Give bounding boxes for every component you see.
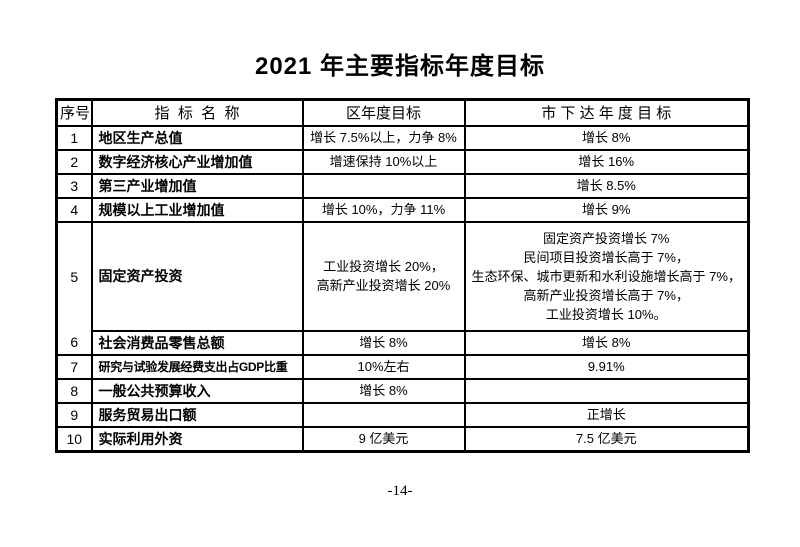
table-row: 7 研究与试验发展经费支出占GDP比重 10%左右 9.91% — [55, 353, 750, 380]
header-serial-number: 序号 — [55, 98, 93, 127]
row-serial-number: 7 — [55, 353, 93, 380]
district-target: 10%左右 — [301, 353, 466, 380]
city-assigned-target: 增长 9% — [463, 196, 750, 223]
city-assigned-target: 增长 8% — [463, 329, 750, 356]
indicator-name: 数字经济核心产业增加值 — [90, 148, 304, 175]
district-target — [301, 172, 466, 199]
indicator-name: 研究与试验发展经费支出占GDP比重 — [90, 353, 304, 380]
table-row: 9 服务贸易出口额 正增长 — [55, 401, 750, 428]
table-row: 10 实际利用外资 9 亿美元 7.5 亿美元 — [55, 425, 750, 452]
header-city-assigned-annual-target: 市 下 达 年 度 目 标 — [463, 98, 750, 127]
indicator-name: 地区生产总值 — [90, 124, 304, 151]
city-assigned-target — [463, 377, 750, 404]
indicator-name: 一般公共预算收入 — [90, 377, 304, 404]
indicator-name: 第三产业增加值 — [90, 172, 304, 199]
district-target: 增速保持 10%以上 — [301, 148, 466, 175]
header-district-annual-target: 区年度目标 — [301, 98, 466, 127]
district-target: 增长 8% — [301, 377, 466, 404]
district-target: 增长 8% — [301, 329, 466, 356]
table-row: 4 规模以上工业增加值 增长 10%，力争 11% 增长 9% — [55, 196, 750, 223]
row-serial-number: 10 — [55, 425, 93, 452]
district-target: 增长 7.5%以上，力争 8% — [301, 124, 466, 151]
table-row: 1 地区生产总值 增长 7.5%以上，力争 8% 增长 8% — [55, 124, 750, 151]
row-serial-number: 2 — [55, 148, 93, 175]
table-row: 6 社会消费品零售总额 增长 8% 增长 8% — [55, 329, 750, 356]
document-title: 2021 年主要指标年度目标 — [254, 53, 546, 80]
row-serial-number: 9 — [55, 401, 93, 428]
header-indicator-name: 指 标 名 称 — [90, 98, 304, 127]
table-row: 5 固定资产投资 工业投资增长 20%， 高新产业投资增长 20% 固定资产投资… — [55, 220, 750, 332]
row-serial-number: 8 — [55, 377, 93, 404]
table-row: 8 一般公共预算收入 增长 8% — [55, 377, 750, 404]
table-row: 3 第三产业增加值 增长 8.5% — [55, 172, 750, 199]
indicator-name: 实际利用外资 — [90, 425, 304, 452]
city-assigned-target: 固定资产投资增长 7% 民间项目投资增长高于 7%， 生态环保、城市更新和水利设… — [463, 220, 750, 332]
district-target: 9 亿美元 — [301, 425, 466, 452]
city-assigned-target: 增长 16% — [463, 148, 750, 175]
indicator-name: 社会消费品零售总额 — [90, 329, 304, 356]
city-assigned-target: 7.5 亿美元 — [463, 425, 750, 452]
indicator-name: 固定资产投资 — [90, 220, 304, 332]
row-serial-number: 5 — [55, 220, 93, 331]
city-assigned-target: 正增长 — [463, 401, 750, 428]
indicators-table: 序号 指 标 名 称 区年度目标 市 下 达 年 度 目 标 1 地区生产总值 … — [55, 98, 750, 453]
indicator-name: 服务贸易出口额 — [90, 401, 304, 428]
city-assigned-target: 增长 8% — [463, 124, 750, 151]
district-target: 工业投资增长 20%， 高新产业投资增长 20% — [301, 220, 466, 332]
row-serial-number: 6 — [55, 329, 93, 356]
page-number: -14- — [387, 483, 413, 499]
district-target — [301, 401, 466, 428]
table-row: 2 数字经济核心产业增加值 增速保持 10%以上 增长 16% — [55, 148, 750, 175]
row-serial-number: 3 — [55, 172, 93, 199]
district-target: 增长 10%，力争 11% — [301, 196, 466, 223]
row-serial-number: 1 — [55, 124, 93, 151]
city-assigned-target: 增长 8.5% — [463, 172, 750, 199]
indicator-name: 规模以上工业增加值 — [90, 196, 304, 223]
table-header-row: 序号 指 标 名 称 区年度目标 市 下 达 年 度 目 标 — [55, 98, 750, 127]
city-assigned-target: 9.91% — [463, 353, 750, 380]
row-serial-number: 4 — [55, 196, 93, 223]
table-body: 1 地区生产总值 增长 7.5%以上，力争 8% 增长 8% 2 数字经济核心产… — [55, 124, 750, 452]
